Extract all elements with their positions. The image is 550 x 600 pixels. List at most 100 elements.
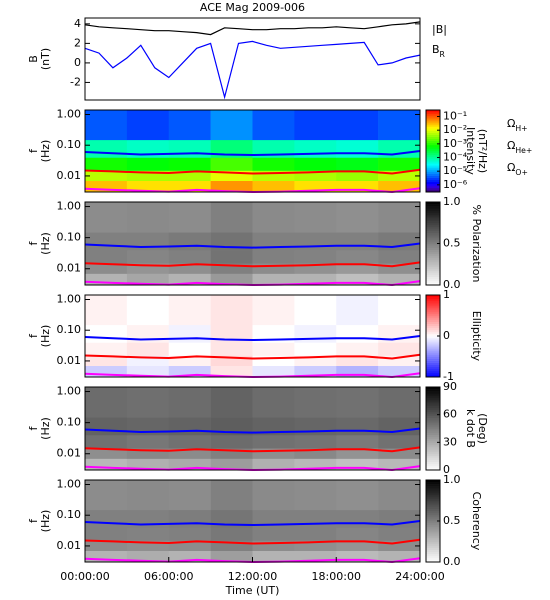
- heatmap-cell: [252, 263, 295, 274]
- colorbar-label: (nT²/Hz): [476, 129, 489, 173]
- series-line: [84, 335, 421, 342]
- series-line: [84, 520, 421, 527]
- colorbar-swatch: [426, 486, 440, 489]
- colorbar-swatch: [426, 260, 440, 263]
- heatmap-cell: [168, 527, 211, 541]
- heatmap-cell: [210, 110, 253, 141]
- heatmap-cell: [85, 448, 128, 459]
- heatmap-cell: [210, 139, 253, 158]
- heatmap-cell: [85, 157, 128, 171]
- heatmap-cell: [168, 180, 211, 193]
- heatmap-cell: [294, 250, 337, 264]
- heatmap-cell: [336, 365, 379, 378]
- heatmap-cell: [336, 448, 379, 459]
- colorbar-swatch: [426, 482, 440, 485]
- colorbar-swatch: [426, 436, 440, 440]
- colorbar-swatch: [426, 258, 440, 261]
- colorbar-swatch: [426, 395, 440, 398]
- heatmap-cell: [85, 387, 128, 418]
- heatmap-cell: [85, 527, 128, 541]
- colorbar-frame: [425, 109, 441, 193]
- heatmap-cell: [85, 295, 128, 326]
- colorbar-frame: [425, 386, 441, 471]
- heatmap-cell: [378, 480, 421, 511]
- heatmap-cell: [252, 295, 295, 326]
- heatmap-cell: [210, 324, 253, 343]
- colorbar-swatch: [426, 438, 440, 442]
- colorbar-swatch: [426, 443, 440, 446]
- y-axis-label: (Hz): [39, 417, 52, 440]
- heatmap-cell: [378, 263, 421, 274]
- heatmap-cell: [85, 342, 128, 356]
- x-tick-label: 24:00:00: [395, 570, 444, 583]
- colorbar-tick-label: 0: [443, 463, 450, 476]
- y-axis-label: (Hz): [39, 140, 52, 163]
- colorbar-swatch: [426, 543, 440, 546]
- colorbar-swatch: [426, 348, 440, 351]
- colorbar-swatch: [426, 148, 440, 152]
- heatmap-cell: [210, 387, 253, 418]
- colorbar-swatch: [426, 502, 440, 505]
- colorbar-swatch: [426, 140, 440, 144]
- colorbar-swatch: [426, 451, 440, 454]
- colorbar-swatch: [426, 346, 440, 349]
- heatmap-cell: [252, 365, 295, 378]
- y-tick-label: 1.00: [57, 107, 82, 120]
- colorbar-swatch: [426, 245, 440, 248]
- colorbar-swatch: [426, 161, 440, 164]
- heatmap-cell: [85, 540, 128, 551]
- colorbar-swatch: [426, 327, 440, 331]
- colorbar-swatch: [426, 175, 440, 178]
- colorbar-swatch: [426, 315, 440, 318]
- heatmap-cell: [294, 202, 337, 233]
- colorbar-swatch: [426, 165, 440, 168]
- heatmap-cell: [85, 324, 128, 343]
- colorbar-swatch: [426, 413, 440, 417]
- heatmap-cell: [252, 435, 295, 449]
- y-tick-label: 0.01: [57, 262, 82, 275]
- y-tick-label: 4: [74, 17, 81, 30]
- colorbar-swatch: [426, 525, 440, 528]
- heatmap-cell: [126, 250, 170, 264]
- heatmap-cell: [210, 170, 253, 181]
- y-tick-label: 0.01: [57, 354, 82, 367]
- colorbar-swatch: [426, 243, 440, 246]
- heatmap-cell: [336, 180, 379, 193]
- heatmap-cell: [210, 509, 253, 528]
- colorbar-swatch: [426, 549, 440, 553]
- heatmap-cell: [294, 355, 337, 366]
- heatmap-cell: [336, 435, 379, 449]
- colorbar-swatch: [426, 463, 440, 467]
- heatmap-cell: [168, 324, 211, 343]
- heatmap-cell: [126, 263, 170, 274]
- heatmap-cell: [336, 342, 379, 356]
- heatmap-cell: [336, 263, 379, 274]
- colorbar-swatch: [426, 424, 440, 427]
- heatmap-cell: [168, 387, 211, 418]
- colorbar-swatch: [426, 187, 440, 191]
- colorbar-swatch: [426, 208, 440, 211]
- colorbar-swatch: [426, 389, 440, 392]
- colorbar-swatch: [426, 313, 440, 316]
- heatmap-cell: [252, 540, 295, 551]
- heatmap-cell: [294, 448, 337, 459]
- heatmap-cell: [210, 250, 253, 264]
- colorbar-swatch: [426, 235, 440, 238]
- heatmap-cell: [85, 202, 128, 233]
- colorbar-swatch: [426, 329, 440, 333]
- heatmap-cell: [294, 527, 337, 541]
- colorbar-swatch: [426, 264, 440, 267]
- heatmap-cell: [168, 355, 211, 366]
- colorbar-swatch: [426, 323, 440, 327]
- colorbar-swatch: [426, 506, 440, 509]
- colorbar-swatch: [426, 155, 440, 158]
- heatmap-cell: [294, 365, 337, 378]
- colorbar-swatch: [426, 167, 440, 170]
- colorbar-tick-label: 90: [443, 380, 457, 393]
- heatmap-cell: [85, 273, 128, 286]
- heatmap-cell: [378, 365, 421, 378]
- y-tick-label: 0.10: [57, 323, 82, 336]
- colorbar-swatch: [426, 461, 440, 465]
- heatmap-cell: [336, 527, 379, 541]
